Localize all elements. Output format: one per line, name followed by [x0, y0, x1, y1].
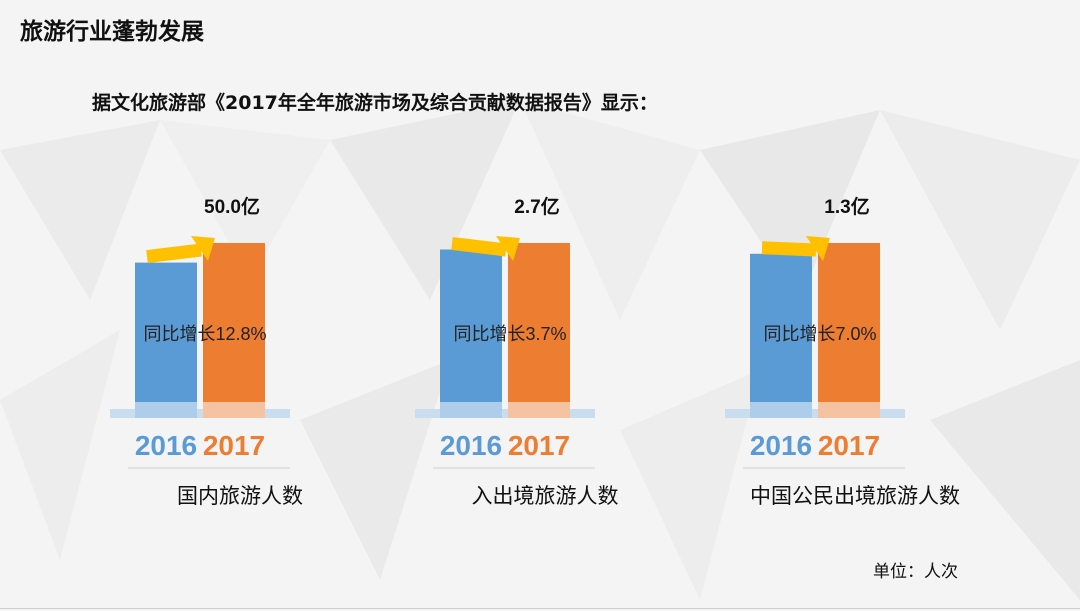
bar-2017 — [203, 243, 265, 418]
bar-base-2017 — [203, 402, 265, 418]
bar-2017 — [508, 243, 570, 418]
growth-arrow-shaft — [451, 237, 507, 257]
category-label-outbound-citizens: 中国公民出境旅游人数 — [750, 484, 960, 508]
bottom-divider — [0, 608, 1080, 609]
bar-base-2016 — [750, 402, 812, 418]
bar-base-2017 — [818, 402, 880, 418]
base-band — [725, 409, 905, 418]
value-label-2017: 1.3亿 — [824, 195, 869, 218]
year-label-2017: 2017 — [508, 430, 570, 461]
growth-arrow-head — [496, 236, 520, 261]
year-label-2016: 2016 — [440, 430, 502, 461]
page-title: 旅游行业蓬勃发展 — [20, 19, 204, 45]
bar-2016 — [750, 253, 812, 418]
growth-arrow-head — [191, 236, 215, 261]
bar-2017 — [818, 243, 880, 418]
chart-subtitle: 据文化旅游部《2017年全年旅游市场及综合贡献数据报告》显示： — [92, 92, 658, 114]
growth-arrow-shaft — [146, 243, 202, 264]
base-band — [110, 409, 290, 418]
bar-base-2017 — [508, 402, 570, 418]
year-label-2016: 2016 — [750, 430, 812, 461]
unit-note: 单位：人次 — [873, 562, 958, 582]
growth-arrow-head — [806, 236, 830, 261]
bar-base-2016 — [135, 402, 197, 418]
year-label-2017: 2017 — [818, 430, 880, 461]
chart-panel-inbound-outbound: 2016 2017 2.7亿同比增长3.7% 入出境旅游人数 — [395, 180, 695, 520]
category-label-inbound-outbound: 入出境旅游人数 — [471, 484, 619, 508]
year-label-2016: 2016 — [135, 430, 197, 461]
year-label-2017: 2017 — [203, 430, 265, 461]
growth-arrow-shaft — [761, 241, 817, 257]
growth-label: 同比增长7.0% — [763, 324, 876, 344]
growth-label: 同比增长12.8% — [143, 324, 266, 344]
growth-label: 同比增长3.7% — [453, 324, 566, 344]
category-label-domestic: 国内旅游人数 — [177, 484, 303, 508]
chart-panel-domestic: 2016 2017 50.0亿同比增长12.8% 国内旅游人数 — [90, 180, 390, 520]
chart-panel-outbound-citizens: 2016 2017 1.3亿同比增长7.0% 中国公民出境旅游人数 — [705, 180, 1005, 520]
value-label-2017: 50.0亿 — [204, 195, 260, 218]
value-label-2017: 2.7亿 — [514, 195, 559, 218]
base-band — [415, 409, 595, 418]
bar-base-2016 — [440, 402, 502, 418]
bar-2016 — [135, 262, 197, 418]
bar-2016 — [440, 249, 502, 418]
